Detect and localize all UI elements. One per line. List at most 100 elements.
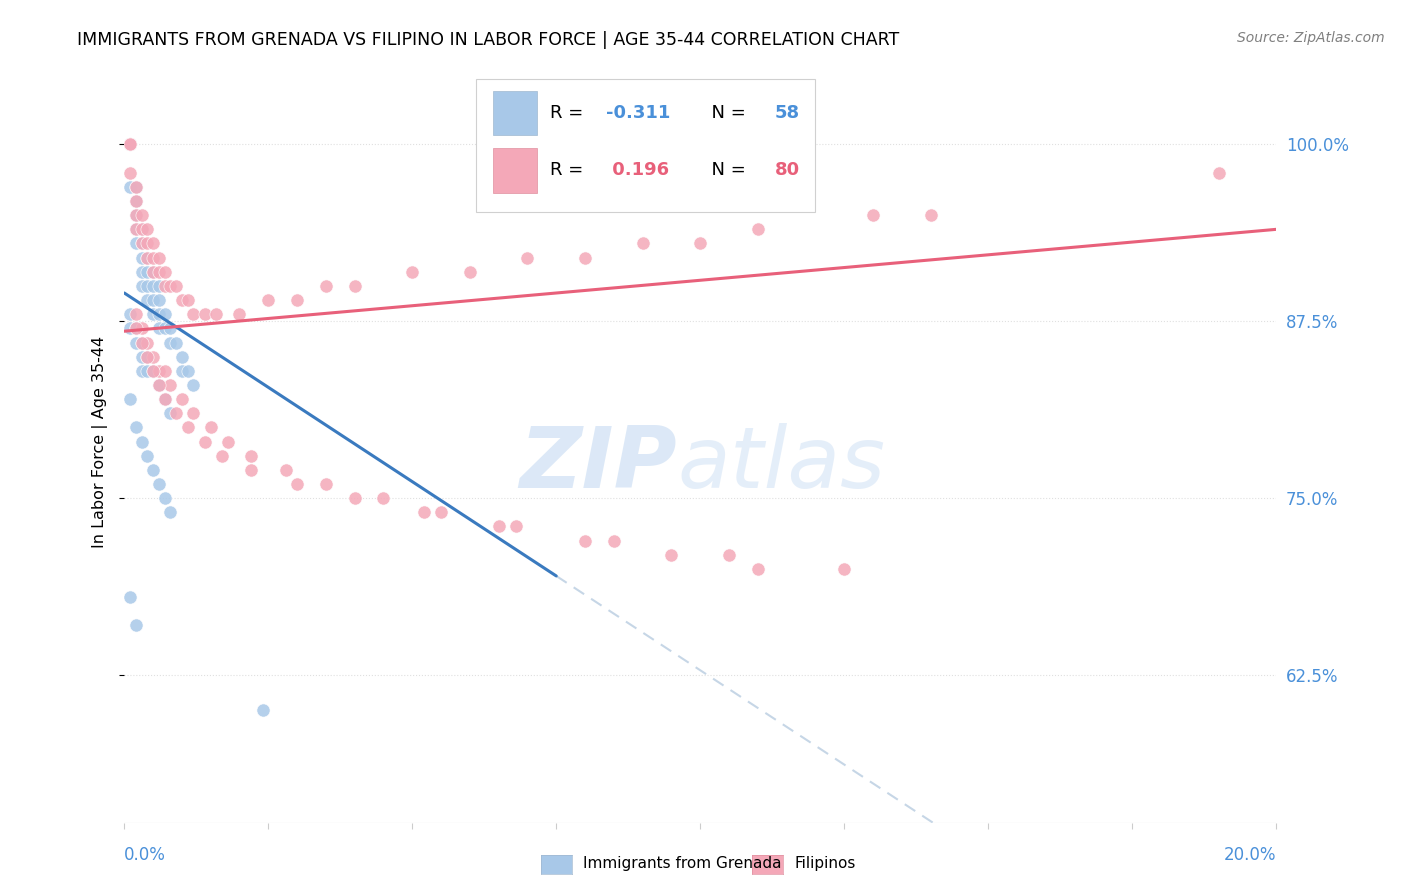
Point [252, 703, 274, 717]
Point [211, 449, 233, 463]
Point [401, 265, 423, 279]
Point [131, 236, 153, 251]
Point [205, 307, 228, 321]
Point [689, 236, 711, 251]
Point [125, 208, 148, 222]
Point [120, 321, 142, 335]
Point [148, 251, 170, 265]
Text: N =: N = [700, 104, 752, 122]
Point [136, 350, 159, 364]
Text: N =: N = [700, 161, 752, 179]
Text: 0.0%: 0.0% [124, 846, 166, 863]
Point [131, 222, 153, 236]
Point [131, 265, 153, 279]
Text: -0.311: -0.311 [606, 104, 671, 122]
Point [832, 562, 855, 576]
Point [159, 321, 181, 335]
Point [183, 307, 205, 321]
Point [343, 279, 366, 293]
Point [574, 251, 596, 265]
Point [125, 194, 148, 208]
Point [176, 364, 198, 378]
Point [148, 279, 170, 293]
Point [159, 279, 181, 293]
Point [142, 265, 165, 279]
Text: 0.196: 0.196 [606, 161, 669, 179]
Point [131, 279, 153, 293]
Text: 58: 58 [775, 104, 800, 122]
Point [131, 236, 153, 251]
Point [125, 420, 148, 434]
Point [574, 533, 596, 548]
Point [165, 279, 187, 293]
Point [488, 519, 510, 533]
Point [200, 420, 222, 434]
Point [920, 208, 942, 222]
Point [315, 477, 337, 491]
Point [142, 463, 165, 477]
Point [165, 406, 187, 420]
Point [131, 222, 153, 236]
Point [120, 590, 142, 604]
Text: ZIP: ZIP [520, 423, 678, 506]
Point [862, 208, 884, 222]
Point [183, 406, 205, 420]
Point [120, 307, 142, 321]
Point [170, 364, 193, 378]
Point [412, 505, 434, 519]
Text: Filipinos: Filipinos [794, 856, 856, 871]
Point [285, 477, 308, 491]
Point [153, 321, 176, 335]
Point [136, 265, 159, 279]
Point [131, 321, 153, 335]
Point [120, 137, 142, 152]
Point [170, 293, 193, 307]
Point [430, 505, 453, 519]
Text: 80: 80 [775, 161, 800, 179]
Point [131, 208, 153, 222]
Point [165, 335, 187, 350]
Point [159, 406, 181, 420]
Point [120, 180, 142, 194]
Point [136, 222, 159, 236]
Y-axis label: In Labor Force | Age 35-44: In Labor Force | Age 35-44 [93, 335, 108, 548]
Point [125, 321, 148, 335]
Point [142, 251, 165, 265]
Point [136, 364, 159, 378]
Point [148, 321, 170, 335]
Point [142, 307, 165, 321]
Text: Immigrants from Grenada: Immigrants from Grenada [583, 856, 782, 871]
Point [120, 137, 142, 152]
Point [120, 137, 142, 152]
Point [148, 477, 170, 491]
Text: atlas: atlas [678, 423, 886, 506]
Point [142, 265, 165, 279]
Point [125, 180, 148, 194]
Text: Source: ZipAtlas.com: Source: ZipAtlas.com [1237, 31, 1385, 45]
Point [125, 222, 148, 236]
Point [131, 335, 153, 350]
Point [516, 251, 538, 265]
Point [142, 279, 165, 293]
Point [136, 236, 159, 251]
Point [176, 420, 198, 434]
Text: IMMIGRANTS FROM GRENADA VS FILIPINO IN LABOR FORCE | AGE 35-44 CORRELATION CHART: IMMIGRANTS FROM GRENADA VS FILIPINO IN L… [77, 31, 900, 49]
Point [148, 265, 170, 279]
Point [125, 618, 148, 632]
Point [153, 279, 176, 293]
Point [285, 293, 308, 307]
Point [131, 350, 153, 364]
Point [603, 533, 626, 548]
Point [153, 392, 176, 406]
Point [194, 307, 217, 321]
Point [136, 449, 159, 463]
Point [136, 350, 159, 364]
Point [240, 463, 263, 477]
Point [136, 335, 159, 350]
Point [148, 378, 170, 392]
Point [153, 364, 176, 378]
Point [142, 236, 165, 251]
Point [170, 350, 193, 364]
Bar [494, 91, 537, 136]
Point [125, 307, 148, 321]
